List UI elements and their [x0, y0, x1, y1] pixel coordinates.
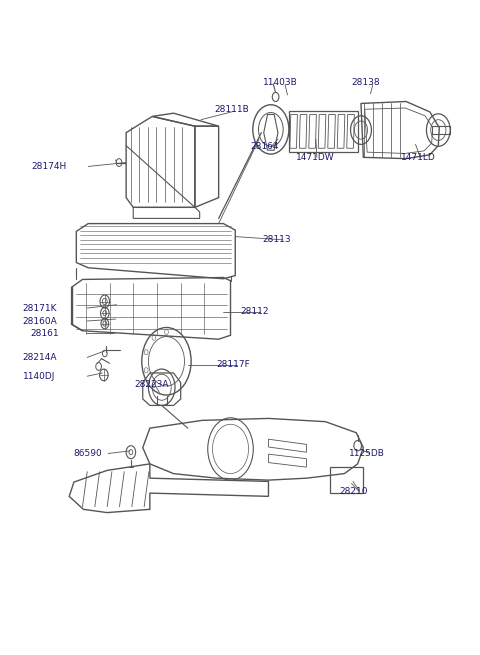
Text: 28210: 28210 [340, 487, 368, 496]
Text: 28111B: 28111B [214, 105, 249, 115]
Text: 28164: 28164 [251, 142, 279, 151]
Text: 11403B: 11403B [263, 77, 298, 86]
Text: 1471LD: 1471LD [401, 153, 436, 162]
Text: 86590: 86590 [73, 449, 102, 458]
Text: 28112: 28112 [240, 307, 268, 316]
Text: 28161: 28161 [30, 329, 59, 338]
Text: 28174H: 28174H [31, 162, 67, 171]
Text: 28160A: 28160A [23, 316, 58, 326]
Text: 28138: 28138 [351, 77, 380, 86]
Text: 28117F: 28117F [216, 360, 250, 369]
Text: 28113: 28113 [263, 235, 291, 244]
Text: 1125DB: 1125DB [349, 449, 385, 458]
Text: 28171K: 28171K [23, 303, 57, 312]
Text: 28223A: 28223A [135, 379, 169, 388]
Text: 1140DJ: 1140DJ [23, 371, 55, 381]
Text: 28214A: 28214A [23, 353, 57, 362]
Text: 1471DW: 1471DW [296, 153, 335, 162]
